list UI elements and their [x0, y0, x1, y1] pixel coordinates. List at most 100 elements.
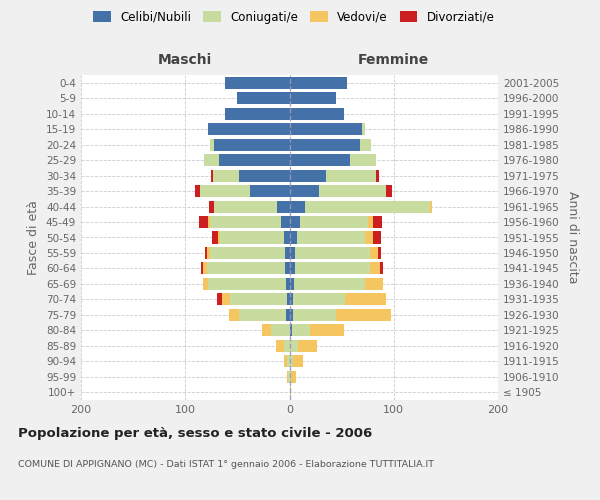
Text: Maschi: Maschi — [158, 53, 212, 67]
Bar — [368, 216, 373, 228]
Bar — [365, 232, 373, 243]
Bar — [290, 294, 293, 306]
Bar — [337, 309, 391, 321]
Bar — [287, 371, 289, 383]
Bar — [430, 200, 433, 212]
Bar — [386, 185, 392, 197]
Bar — [290, 340, 298, 352]
Bar — [290, 278, 293, 290]
Bar — [295, 262, 370, 274]
Bar — [297, 232, 365, 243]
Bar — [290, 356, 293, 368]
Bar — [292, 324, 310, 336]
Bar — [250, 185, 290, 197]
Bar — [238, 92, 290, 104]
Bar — [295, 247, 370, 259]
Bar — [370, 262, 380, 274]
Bar — [290, 170, 326, 181]
Bar — [214, 200, 277, 212]
Bar — [199, 216, 208, 228]
Bar — [218, 232, 220, 243]
Y-axis label: Anni di nascita: Anni di nascita — [566, 191, 579, 284]
Bar — [208, 216, 210, 228]
Bar — [293, 278, 365, 290]
Bar — [214, 170, 239, 181]
Bar — [207, 247, 210, 259]
Bar — [290, 76, 347, 89]
Bar — [290, 309, 293, 321]
Bar — [194, 185, 200, 197]
Bar — [290, 216, 300, 228]
Bar — [290, 185, 319, 197]
Bar — [286, 247, 290, 259]
Bar — [239, 309, 286, 321]
Bar — [290, 324, 292, 336]
Bar — [300, 216, 368, 228]
Y-axis label: Fasce di età: Fasce di età — [28, 200, 40, 275]
Bar — [373, 216, 382, 228]
Bar — [290, 200, 305, 212]
Bar — [362, 123, 365, 135]
Bar — [225, 108, 290, 120]
Bar — [229, 309, 239, 321]
Bar — [365, 278, 383, 290]
Bar — [290, 371, 296, 383]
Bar — [319, 185, 386, 197]
Bar — [220, 232, 284, 243]
Bar — [289, 371, 290, 383]
Bar — [222, 294, 230, 306]
Bar — [230, 294, 287, 306]
Bar — [290, 92, 337, 104]
Bar — [203, 262, 207, 274]
Bar — [210, 138, 214, 150]
Bar — [284, 356, 287, 368]
Bar — [345, 294, 386, 306]
Bar — [290, 154, 350, 166]
Bar — [262, 324, 271, 336]
Bar — [225, 76, 290, 89]
Bar — [290, 138, 361, 150]
Bar — [210, 247, 286, 259]
Bar — [361, 138, 371, 150]
Bar — [207, 262, 286, 274]
Bar — [212, 232, 218, 243]
Bar — [376, 170, 379, 181]
Bar — [293, 309, 337, 321]
Bar — [214, 138, 290, 150]
Bar — [284, 340, 290, 352]
Bar — [293, 356, 303, 368]
Bar — [287, 294, 290, 306]
Bar — [380, 262, 383, 274]
Bar — [378, 247, 381, 259]
Bar — [290, 108, 344, 120]
Bar — [350, 154, 376, 166]
Bar — [287, 356, 290, 368]
Bar — [281, 216, 290, 228]
Bar — [205, 247, 207, 259]
Bar — [277, 200, 290, 212]
Bar — [290, 123, 362, 135]
Bar — [239, 170, 290, 181]
Bar — [290, 262, 295, 274]
Bar — [203, 278, 208, 290]
Bar — [217, 294, 222, 306]
Bar — [210, 216, 281, 228]
Text: COMUNE DI APPIGNANO (MC) - Dati ISTAT 1° gennaio 2006 - Elaborazione TUTTITALIA.: COMUNE DI APPIGNANO (MC) - Dati ISTAT 1°… — [18, 460, 434, 469]
Bar — [276, 340, 284, 352]
Bar — [290, 232, 297, 243]
Bar — [208, 278, 286, 290]
Bar — [271, 324, 290, 336]
Bar — [208, 123, 290, 135]
Bar — [209, 200, 214, 212]
Bar — [373, 232, 381, 243]
Text: Popolazione per età, sesso e stato civile - 2006: Popolazione per età, sesso e stato civil… — [18, 428, 372, 440]
Bar — [211, 170, 214, 181]
Bar — [204, 154, 218, 166]
Legend: Celibi/Nubili, Coniugati/e, Vedovi/e, Divorziati/e: Celibi/Nubili, Coniugati/e, Vedovi/e, Di… — [89, 6, 499, 28]
Bar — [370, 247, 378, 259]
Bar — [326, 170, 376, 181]
Text: Femmine: Femmine — [358, 53, 430, 67]
Bar — [286, 278, 290, 290]
Bar — [218, 154, 290, 166]
Bar — [286, 309, 290, 321]
